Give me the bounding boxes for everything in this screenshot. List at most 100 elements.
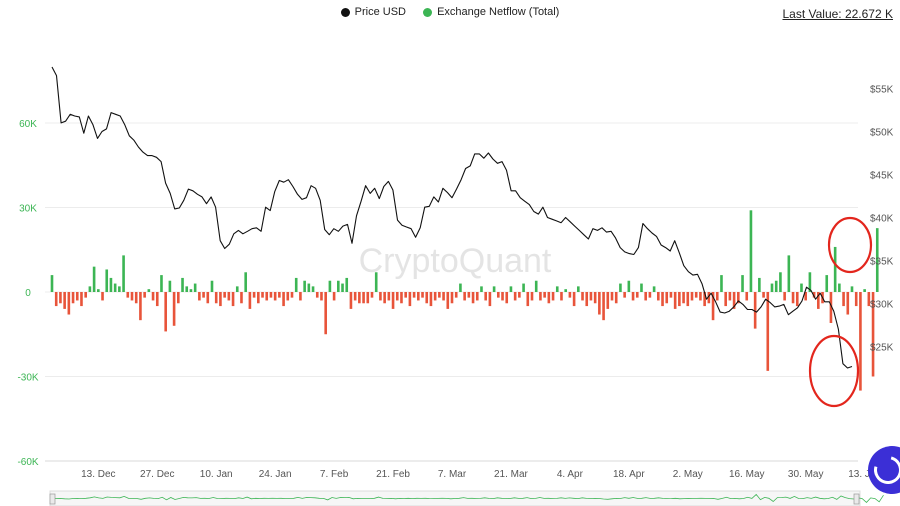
netflow-bar-18 xyxy=(126,292,130,298)
netflow-bar-86 xyxy=(412,292,416,298)
netflow-bar-61 xyxy=(307,283,311,292)
netflow-bar-70 xyxy=(345,277,349,292)
netflow-bar-148 xyxy=(673,292,677,309)
netflow-bar-135 xyxy=(619,283,622,292)
netflow-bar-60 xyxy=(303,280,306,292)
netflow-bar-73 xyxy=(358,292,361,304)
x-axis-label: 7. Feb xyxy=(320,469,349,480)
netflow-bar-176 xyxy=(791,292,795,304)
annotation-circle-positive xyxy=(827,216,873,274)
netflow-bar-172 xyxy=(774,280,778,292)
netflow-bar-75 xyxy=(366,292,370,304)
netflow-bar-165 xyxy=(745,292,749,301)
navigator-strip[interactable] xyxy=(49,490,884,506)
netflow-bar-28 xyxy=(168,280,172,292)
netflow-bar-174 xyxy=(783,292,786,301)
netflow-bar-9 xyxy=(88,286,92,292)
netflow-bar-42 xyxy=(227,292,231,301)
netflow-bar-186 xyxy=(833,246,837,292)
netflow-bar-5 xyxy=(71,292,75,304)
netflow-bar-196 xyxy=(875,228,879,292)
netflow-bar-109 xyxy=(509,286,513,292)
netflow-bar-51 xyxy=(265,292,269,301)
netflow-bar-78 xyxy=(379,292,382,301)
netflow-bar-129 xyxy=(593,292,597,304)
netflow-bar-133 xyxy=(610,292,614,301)
price-series xyxy=(51,66,853,369)
netflow-bar-187 xyxy=(838,283,841,292)
netflow-bar-150 xyxy=(682,292,685,304)
netflow-bar-105 xyxy=(492,286,496,292)
netflow-bar-146 xyxy=(665,292,669,304)
x-axis-label: 27. Dec xyxy=(140,469,174,480)
legend-item-netflow[interactable]: Exchange Netflow (Total) xyxy=(423,6,559,18)
netflow-bar-47 xyxy=(248,292,252,309)
netflow-bar-48 xyxy=(252,292,256,298)
netflow-bar-107 xyxy=(501,292,504,301)
netflow-bar-185 xyxy=(829,292,833,323)
netflow-bar-39 xyxy=(214,292,218,304)
netflow-bar-30 xyxy=(177,292,180,304)
navigator-handle-right xyxy=(853,493,860,505)
netflow-bar-27 xyxy=(164,292,167,332)
netflow-bar-46 xyxy=(244,272,247,292)
netflow-bar-79 xyxy=(383,292,386,304)
left-axis-label: -30K xyxy=(17,373,38,384)
netflow-bar-151 xyxy=(686,292,690,307)
netflow-bar-31 xyxy=(181,277,184,292)
x-axis-label: 13. Dec xyxy=(81,469,115,480)
netflow-bar-35 xyxy=(198,292,201,301)
netflow-bar-144 xyxy=(657,292,660,301)
netflow-bar-53 xyxy=(273,292,277,301)
netflow-bar-193 xyxy=(863,289,866,292)
netflow-bar-117 xyxy=(543,292,546,298)
right-axis-label: $35K xyxy=(870,257,894,268)
netflow-bar-14 xyxy=(109,277,113,292)
netflow-bar-194 xyxy=(867,292,871,307)
netflow-bar-181 xyxy=(812,292,816,298)
last-value-link[interactable]: Last Value: 22.672 K xyxy=(782,7,893,21)
netflow-bar-106 xyxy=(497,292,500,298)
netflow-bar-98 xyxy=(463,292,466,301)
netflow-bar-137 xyxy=(627,280,631,292)
netflow-bar-149 xyxy=(678,292,681,307)
netflow-bar-126 xyxy=(581,292,584,301)
netflow-bar-43 xyxy=(231,292,235,307)
right-axis: $55K $50K $45K $40K $35K $30K $25K xyxy=(870,85,894,354)
chat-button[interactable] xyxy=(868,446,900,494)
netflow-bar-99 xyxy=(467,292,471,298)
netflow-bar-139 xyxy=(635,292,639,298)
netflow-bar-26 xyxy=(160,275,163,292)
netflow-bar-164 xyxy=(741,275,744,292)
netflow-bar-24 xyxy=(151,292,155,301)
netflow-bar-131 xyxy=(602,292,605,321)
netflow-bar-116 xyxy=(539,292,542,301)
netflow-bar-169 xyxy=(762,292,765,298)
netflow-bar-95 xyxy=(450,292,454,304)
netflow-bar-153 xyxy=(694,292,698,298)
netflow-bar-63 xyxy=(315,292,319,298)
netflow-bar-72 xyxy=(353,292,357,301)
left-axis-label: 60K xyxy=(19,119,37,130)
x-axis-label: 7. Mar xyxy=(438,469,467,480)
netflow-bar-84 xyxy=(404,292,407,298)
netflow-bar-178 xyxy=(800,283,803,292)
netflow-bar-37 xyxy=(206,292,210,304)
netflow-bar-161 xyxy=(728,292,732,301)
netflow-bar-184 xyxy=(825,275,829,292)
x-axis-label: 13. Jun xyxy=(848,469,881,480)
netflow-bar-123 xyxy=(568,292,572,298)
netflow-bar-127 xyxy=(585,292,589,307)
netflow-bar-115 xyxy=(534,280,538,292)
netflow-bar-19 xyxy=(130,292,134,301)
netflow-bar-152 xyxy=(690,292,694,301)
netflow-bar-141 xyxy=(644,292,647,301)
legend-item-price[interactable]: Price USD xyxy=(340,6,406,18)
netflow-bar-49 xyxy=(257,292,260,304)
netflow-bar-57 xyxy=(290,292,294,298)
netflow-bar-16 xyxy=(118,286,121,292)
netflow-bar-82 xyxy=(395,292,399,301)
netflow-bar-6 xyxy=(75,292,79,301)
netflow-bar-69 xyxy=(341,283,344,292)
netflow-bar-40 xyxy=(219,292,222,307)
